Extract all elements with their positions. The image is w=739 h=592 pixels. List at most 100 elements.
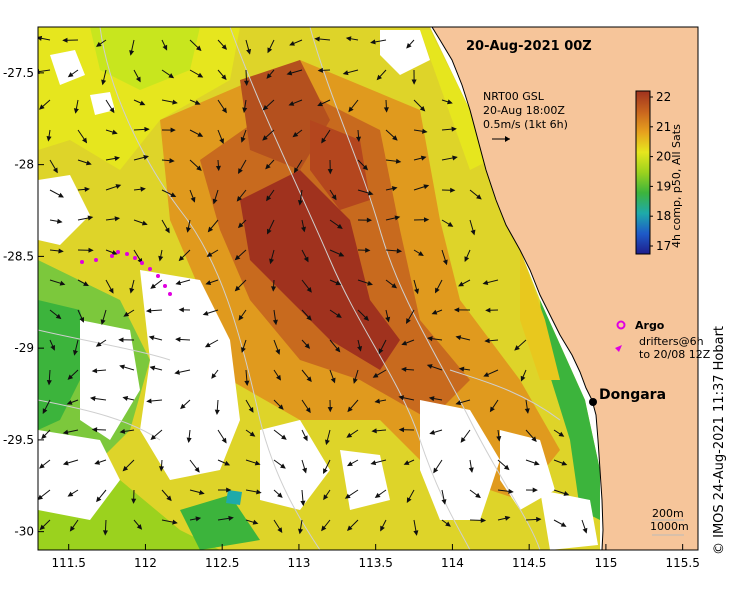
x-tick-label: 112.5 [205,556,239,570]
current-vector-head [136,524,143,530]
current-vector-head [238,314,244,321]
x-tick-label: 113 [287,556,310,570]
map-area [38,27,698,550]
current-vector-head [197,132,204,137]
current-vector-head [102,530,108,536]
current-vector-head [464,256,470,263]
current-vector-head [240,347,246,353]
current-vector-head [129,287,135,294]
current-vector-head [219,138,224,145]
current-vector-head [39,463,45,469]
map-title: 20-Aug-2021 00Z [466,39,592,54]
current-vector-head [140,186,146,192]
current-vector-head [431,309,438,315]
current-vector-head [303,256,309,263]
current-vector-head [256,489,262,495]
current-vector-head [395,158,402,164]
current-vector-head [38,104,45,110]
current-vector-head [338,251,345,257]
current-vector-head [421,128,428,134]
current-vector-head [62,429,69,435]
current-vector-head [85,160,92,166]
current-vector-head [346,432,353,438]
current-vector-head [41,433,47,440]
current-vector-head [42,408,48,415]
current-vector-head [221,74,227,81]
current-vector-head [418,251,424,256]
current-vector-head [470,229,476,236]
current-vector-head [175,280,182,286]
current-vector-head [305,407,311,414]
current-vector-head [347,525,353,531]
current-vector-head [337,223,343,229]
current-vector-head [109,107,115,114]
current-vector-head [503,464,510,471]
y-tick-label: -28 [14,158,34,172]
x-tick-label: 111.5 [52,556,86,570]
current-vector-head [582,527,588,534]
current-vector-head [52,167,58,174]
current-vector-head [129,50,135,56]
current-legend: NRT00 GSL 20-Aug 18:00Z 0.5m/s (1kt 6h) [483,90,568,142]
colorbar-tick-label: 18 [656,209,671,223]
current-vector-head [508,488,514,494]
current-vector-head [447,221,454,227]
current-vector-head [276,374,282,381]
current-vector-head [111,129,118,135]
current-vector-head [300,500,306,507]
current-vector-head [108,287,114,294]
current-vector-head [533,460,540,466]
current-vector-head [252,519,259,525]
current-vector-head [266,195,272,202]
drifters-label-line1: drifters@6h [639,335,704,348]
current-vector-head [111,250,118,255]
current-vector-head [455,335,462,341]
colorbar-tick-label: 22 [656,90,671,104]
current-vector-head [122,465,129,472]
current-vector-head [289,40,295,46]
contour-legend-1000m: 1000m [650,520,689,533]
current-vector-head [197,72,204,78]
current-vector-head [278,404,284,410]
current-vector-head [262,135,268,141]
current-vector-head [286,70,293,76]
current-vector-head [67,491,74,497]
current-vector-head [114,216,121,222]
current-vector-head [248,407,254,413]
current-vector-head [246,48,252,55]
current-vector-head [483,372,490,377]
current-vector-head [95,41,102,47]
current-vector-head [480,517,487,523]
current-vector-head [271,286,277,292]
current-vector-head [194,466,200,473]
current-vector-head [376,74,383,81]
current-vector-head [123,311,130,317]
current-vector-head [433,467,439,474]
current-vector-head [414,288,420,295]
current-vector-head [324,439,330,446]
current-vector-head [321,137,327,144]
current-vector-head [58,248,64,254]
current-vector-head [148,335,155,341]
current-vector-head [46,380,52,386]
current-vector-head [158,466,165,472]
current-vector-head [336,312,342,318]
current-vector-head [484,338,490,344]
current-vector-head [67,72,74,78]
current-vector-head [196,165,202,171]
current-vector-head [347,461,353,467]
current-vector-head [221,107,227,114]
current-vector-head [314,36,320,42]
current-vector-head [94,459,101,465]
colorbar-tick-label: 20 [656,150,671,164]
plot-frame [37,26,699,551]
current-vector-head [119,428,126,434]
current-vector-head [352,378,358,384]
current-vector-head [91,427,98,433]
current-vector-head [244,380,250,387]
current-vector-head [228,515,234,521]
current-vector-head [378,348,384,355]
dongara-marker-icon [589,398,597,406]
current-vector-head [442,259,448,266]
current-vector-head [317,101,323,107]
